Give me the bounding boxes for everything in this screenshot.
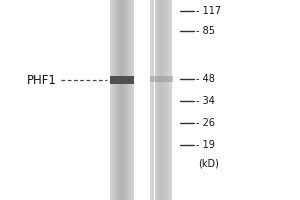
Bar — [131, 0, 132, 200]
Bar — [124, 0, 125, 200]
Bar — [117, 0, 118, 200]
Bar — [155, 0, 156, 200]
Bar — [120, 0, 121, 200]
Bar — [128, 0, 129, 200]
Bar — [171, 0, 172, 200]
Bar — [154, 0, 155, 200]
Bar — [158, 0, 159, 200]
Bar — [126, 0, 127, 200]
Bar — [110, 0, 111, 200]
Text: - 19: - 19 — [196, 140, 215, 150]
Bar — [133, 0, 134, 200]
Text: - 26: - 26 — [196, 118, 215, 128]
Bar — [118, 0, 119, 200]
Bar — [157, 0, 158, 200]
Text: - 85: - 85 — [196, 26, 215, 36]
Bar — [123, 0, 124, 200]
Bar — [160, 0, 161, 200]
Bar — [162, 0, 163, 200]
Bar — [110, 76, 134, 84]
Bar — [115, 0, 116, 200]
Bar — [152, 0, 153, 200]
Bar — [116, 0, 117, 200]
Bar — [154, 0, 155, 200]
Text: PHF1: PHF1 — [27, 73, 57, 86]
Bar — [151, 0, 152, 200]
Text: (kD): (kD) — [198, 159, 219, 169]
Bar — [113, 0, 114, 200]
Bar — [169, 0, 170, 200]
Bar — [163, 0, 164, 200]
Bar — [165, 0, 166, 200]
Text: - 34: - 34 — [196, 96, 215, 106]
Bar — [161, 0, 162, 200]
Bar — [132, 0, 133, 200]
Bar — [150, 76, 172, 82]
Bar — [129, 0, 130, 200]
Bar — [114, 0, 115, 200]
Bar — [127, 0, 128, 200]
Bar — [119, 0, 120, 200]
Bar — [112, 0, 113, 200]
Bar — [125, 0, 126, 200]
Text: - 48: - 48 — [196, 74, 215, 84]
Bar — [166, 0, 167, 200]
Bar — [159, 0, 160, 200]
Bar — [122, 0, 123, 200]
Bar — [111, 0, 112, 200]
Bar — [153, 0, 154, 200]
Bar — [130, 0, 131, 200]
Bar — [121, 0, 122, 200]
Bar — [150, 0, 151, 200]
Bar — [164, 0, 165, 200]
Bar — [170, 0, 171, 200]
Bar — [156, 0, 157, 200]
Text: - 117: - 117 — [196, 6, 222, 16]
